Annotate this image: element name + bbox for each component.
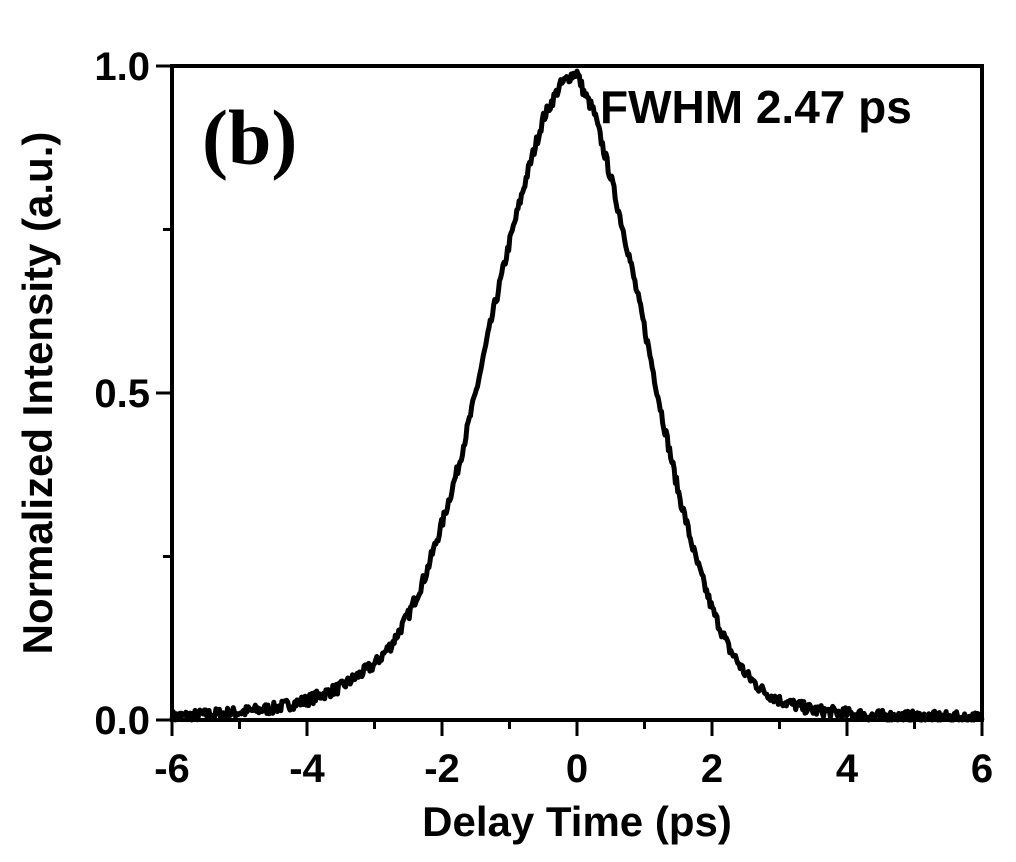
x-tick-label: 6 xyxy=(971,747,993,791)
x-tick-label: 0 xyxy=(566,747,588,791)
series-line xyxy=(169,68,985,723)
fwhm-annotation: FWHM 2.47 ps xyxy=(600,81,912,133)
y-tick-label: 0.0 xyxy=(94,699,150,743)
y-axis-title: Normalized Intensity (a.u.) xyxy=(14,132,61,655)
x-tick-labels: -6 -4 -2 0 2 4 6 xyxy=(154,747,993,791)
x-tick-label: -4 xyxy=(289,747,325,791)
x-tick-label: 2 xyxy=(701,747,723,791)
y-tick-label: 1.0 xyxy=(94,45,150,89)
x-tick-label: -6 xyxy=(154,747,190,791)
panel-label: (b) xyxy=(202,94,297,181)
x-tick-label: 4 xyxy=(836,747,859,791)
y-tick-labels: 0.0 0.5 1.0 xyxy=(94,45,150,743)
plot-area xyxy=(156,64,985,736)
y-tick-label: 0.5 xyxy=(94,372,150,416)
x-tick-label: -2 xyxy=(424,747,460,791)
x-axis-title: Delay Time (ps) xyxy=(422,798,732,845)
